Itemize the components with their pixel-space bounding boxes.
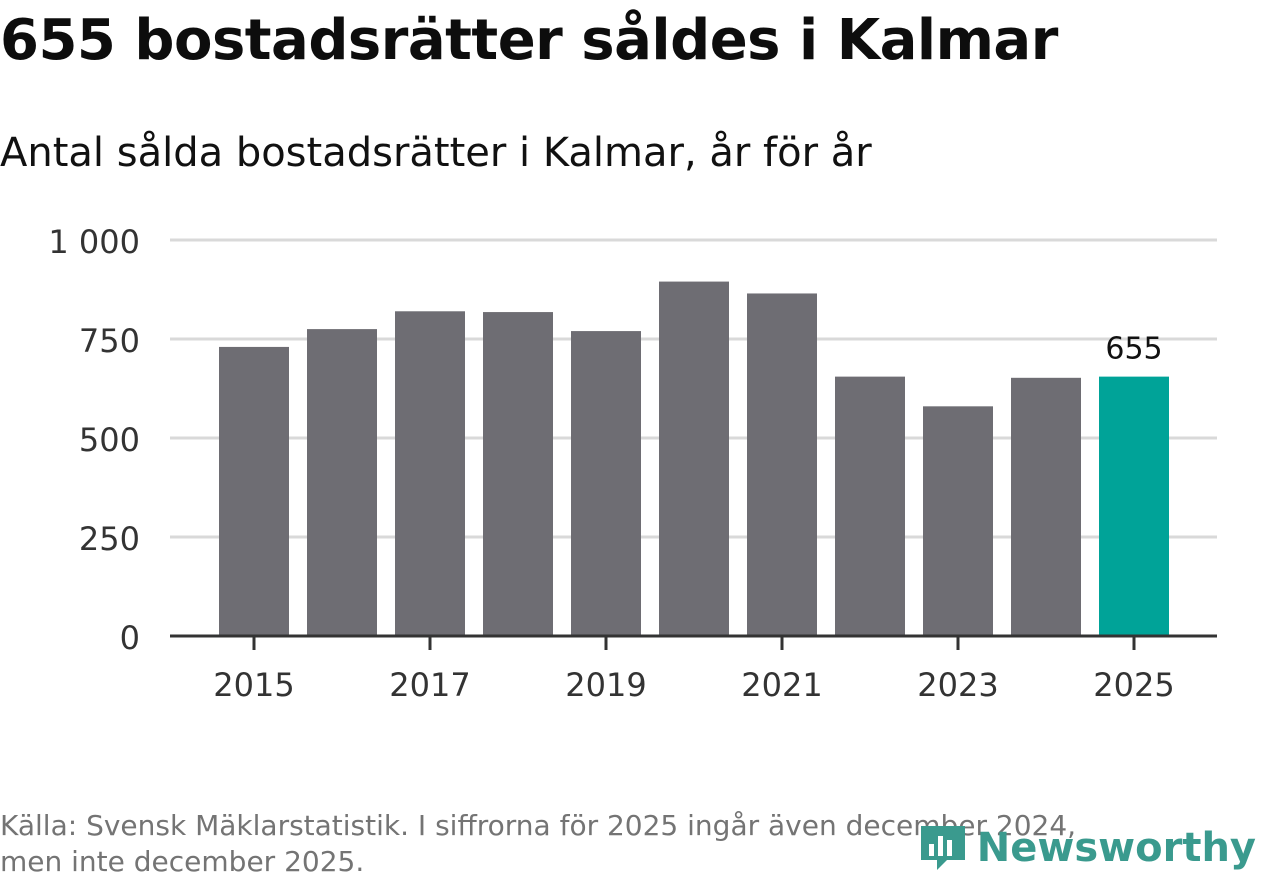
bar: [747, 293, 817, 636]
bar: [483, 312, 553, 636]
source-note: Källa: Svensk Mäklarstatistik. I siffror…: [0, 808, 1200, 880]
chart-subtitle: Antal sålda bostadsrätter i Kalmar, år f…: [0, 130, 872, 176]
brand-name: Newsworthy: [976, 825, 1256, 871]
bar-chart: 0 250 500 750 1 000 655 2015 2017 2019 2021 2023 20…: [48, 223, 1217, 704]
data-label: 655: [1105, 332, 1162, 367]
newsworthy-logo: Newsworthy: [917, 822, 1256, 874]
bar-highlight: [1099, 376, 1169, 636]
newsworthy-logo-icon: [920, 826, 965, 870]
x-tick-label: 2023: [917, 666, 998, 704]
x-tick-label: 2021: [741, 666, 822, 704]
bar: [307, 329, 377, 636]
bar: [923, 406, 993, 636]
x-tick-label: 2025: [1093, 666, 1174, 704]
axes: [170, 634, 1217, 650]
bar: [219, 346, 289, 636]
bar: [659, 281, 729, 636]
bar: [835, 376, 905, 636]
bar: [1011, 377, 1081, 636]
source-line-2: men inte december 2025.: [0, 845, 365, 878]
y-tick-label: 750: [79, 322, 140, 360]
x-tick-label: 2019: [565, 666, 646, 704]
labels: 0 250 500 750 1 000 655 2015 2017 2019 2021 2023 20…: [48, 223, 1174, 704]
source-line-1: Källa: Svensk Mäklarstatistik. I siffror…: [0, 809, 1077, 842]
chart-title: 655 bostadsrätter såldes i Kalmar: [0, 8, 1058, 73]
y-tick-label: 250: [79, 520, 140, 558]
y-tick-label: 0: [120, 619, 140, 657]
y-tick-label: 1 000: [48, 223, 140, 261]
x-tick-label: 2017: [389, 666, 470, 704]
bar: [571, 331, 641, 636]
x-tick-label: 2015: [213, 666, 294, 704]
bars: [219, 281, 1169, 636]
y-tick-label: 500: [79, 421, 140, 459]
bar: [395, 311, 465, 636]
